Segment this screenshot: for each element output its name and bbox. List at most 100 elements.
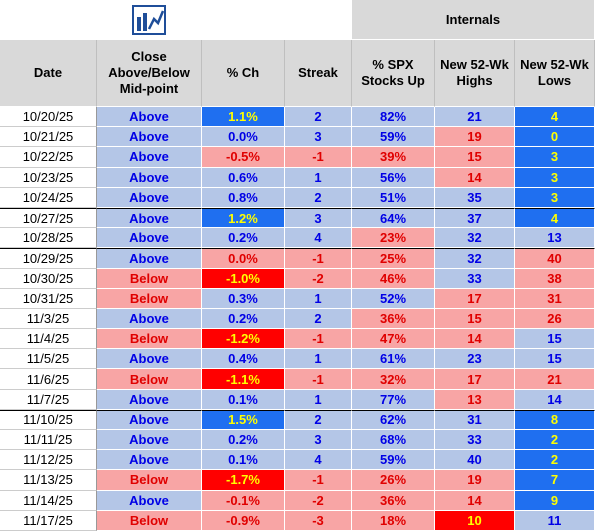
data-cell: 59% bbox=[352, 450, 435, 471]
data-cell: Above bbox=[97, 228, 202, 249]
data-cell: 15 bbox=[515, 329, 595, 350]
data-cell: 4 bbox=[515, 107, 595, 128]
data-cell: Above bbox=[97, 490, 202, 511]
data-cell: 56% bbox=[352, 167, 435, 188]
data-cell: 0.1% bbox=[202, 450, 285, 471]
column-header: Streak bbox=[285, 40, 352, 107]
data-cell: 15 bbox=[435, 308, 515, 330]
data-cell: -0.9% bbox=[202, 510, 285, 531]
data-cell: Above bbox=[97, 308, 202, 330]
data-cell: -2 bbox=[285, 268, 352, 289]
data-cell: 17 bbox=[435, 369, 515, 390]
data-cell: 61% bbox=[352, 349, 435, 370]
date-cell: 10/23/25 bbox=[0, 167, 97, 188]
data-cell: 2 bbox=[285, 409, 352, 430]
data-cell: 39% bbox=[352, 147, 435, 168]
logo-icon bbox=[132, 4, 166, 35]
date-cell: 10/30/25 bbox=[0, 268, 97, 289]
data-cell: Above bbox=[97, 389, 202, 410]
data-cell: 3 bbox=[515, 147, 595, 168]
data-cell: Above bbox=[97, 349, 202, 370]
data-cell: -1.7% bbox=[202, 470, 285, 491]
data-cell: Above bbox=[97, 147, 202, 168]
data-cell: Below bbox=[97, 510, 202, 531]
data-cell: 0.1% bbox=[202, 389, 285, 410]
data-cell: Below bbox=[97, 470, 202, 491]
data-cell: 0.2% bbox=[202, 308, 285, 330]
data-cell: 38 bbox=[515, 268, 595, 289]
data-cell: 3 bbox=[285, 127, 352, 148]
date-cell: 10/21/25 bbox=[0, 127, 97, 148]
date-cell: 10/24/25 bbox=[0, 187, 97, 208]
data-cell: 23% bbox=[352, 228, 435, 249]
data-cell: Above bbox=[97, 127, 202, 148]
data-cell: 0 bbox=[515, 127, 595, 148]
data-cell: 0.0% bbox=[202, 127, 285, 148]
data-cell: 25% bbox=[352, 248, 435, 269]
data-cell: 2 bbox=[285, 107, 352, 128]
data-cell: 33 bbox=[435, 430, 515, 451]
data-cell: -1.2% bbox=[202, 329, 285, 350]
data-cell: -0.1% bbox=[202, 490, 285, 511]
blank bbox=[0, 0, 97, 40]
date-cell: 11/4/25 bbox=[0, 329, 97, 350]
date-cell: 11/6/25 bbox=[0, 369, 97, 390]
date-cell: 11/3/25 bbox=[0, 308, 97, 330]
data-cell: -3 bbox=[285, 510, 352, 531]
date-cell: 10/31/25 bbox=[0, 288, 97, 309]
data-cell: 3 bbox=[515, 167, 595, 188]
date-cell: 11/11/25 bbox=[0, 430, 97, 451]
date-cell: 10/20/25 bbox=[0, 107, 97, 128]
data-cell: 3 bbox=[285, 430, 352, 451]
data-cell: 26 bbox=[515, 308, 595, 330]
data-cell: 19 bbox=[435, 127, 515, 148]
date-cell: 10/28/25 bbox=[0, 228, 97, 249]
blank bbox=[202, 0, 285, 40]
data-cell: 4 bbox=[285, 228, 352, 249]
data-cell: 36% bbox=[352, 490, 435, 511]
data-cell: 37 bbox=[435, 207, 515, 229]
data-cell: 21 bbox=[515, 369, 595, 390]
data-cell: -1 bbox=[285, 369, 352, 390]
data-cell: 1 bbox=[285, 167, 352, 188]
data-cell: -0.5% bbox=[202, 147, 285, 168]
data-cell: 35 bbox=[435, 187, 515, 208]
data-cell: 62% bbox=[352, 409, 435, 430]
data-cell: 1 bbox=[285, 389, 352, 410]
group-header: Internals bbox=[352, 0, 595, 40]
data-cell: 1 bbox=[285, 288, 352, 309]
data-cell: Below bbox=[97, 268, 202, 289]
data-cell: Above bbox=[97, 409, 202, 430]
data-cell: 52% bbox=[352, 288, 435, 309]
date-cell: 11/12/25 bbox=[0, 450, 97, 471]
data-cell: 17 bbox=[435, 288, 515, 309]
date-cell: 10/27/25 bbox=[0, 207, 97, 229]
data-cell: 3 bbox=[285, 207, 352, 229]
data-cell: 14 bbox=[435, 490, 515, 511]
data-cell: Below bbox=[97, 329, 202, 350]
column-header: Date bbox=[0, 40, 97, 107]
data-cell: 7 bbox=[515, 470, 595, 491]
data-cell: 33 bbox=[435, 268, 515, 289]
data-cell: Above bbox=[97, 107, 202, 128]
data-cell: 64% bbox=[352, 207, 435, 229]
data-cell: Above bbox=[97, 430, 202, 451]
data-cell: -1 bbox=[285, 248, 352, 269]
data-cell: 0.4% bbox=[202, 349, 285, 370]
data-cell: 9 bbox=[515, 490, 595, 511]
date-cell: 11/7/25 bbox=[0, 389, 97, 410]
data-cell: 31 bbox=[515, 288, 595, 309]
column-header: New 52-Wk Highs bbox=[435, 40, 515, 107]
data-cell: Above bbox=[97, 187, 202, 208]
date-cell: 10/29/25 bbox=[0, 248, 97, 269]
data-cell: -1 bbox=[285, 147, 352, 168]
date-cell: 11/17/25 bbox=[0, 510, 97, 531]
data-cell: 15 bbox=[435, 147, 515, 168]
data-cell: -1 bbox=[285, 470, 352, 491]
data-cell: 77% bbox=[352, 389, 435, 410]
data-cell: 13 bbox=[515, 228, 595, 249]
data-cell: 2 bbox=[515, 430, 595, 451]
data-cell: Above bbox=[97, 450, 202, 471]
